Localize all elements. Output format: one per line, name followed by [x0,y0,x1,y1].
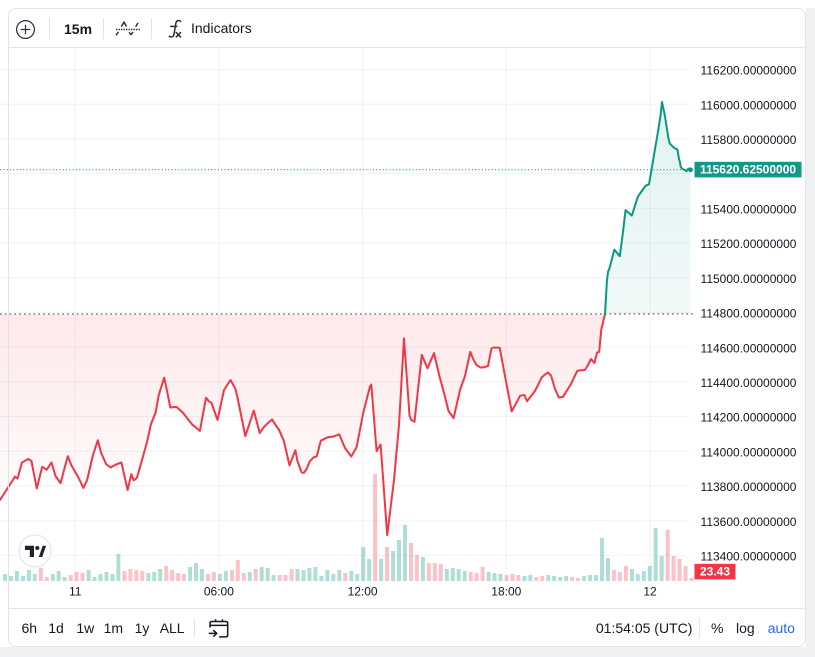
svg-text:12: 12 [643,585,657,599]
svg-text:115620.62500000: 115620.62500000 [700,163,796,177]
svg-text:12:00: 12:00 [348,585,378,599]
svg-text:114600.00000000: 114600.00000000 [701,341,797,355]
svg-text:114200.00000000: 114200.00000000 [701,411,797,425]
svg-text:113800.00000000: 113800.00000000 [701,480,797,494]
svg-text:115000.00000000: 115000.00000000 [701,272,797,286]
svg-text:113600.00000000: 113600.00000000 [701,515,797,529]
svg-text:116000.00000000: 116000.00000000 [701,98,797,112]
svg-text:114000.00000000: 114000.00000000 [701,445,797,459]
svg-text:114800.00000000: 114800.00000000 [701,307,797,321]
svg-text:113400.00000000: 113400.00000000 [701,550,797,564]
svg-text:115400.00000000: 115400.00000000 [701,202,797,216]
svg-text:115200.00000000: 115200.00000000 [701,237,797,251]
svg-text:114400.00000000: 114400.00000000 [701,376,797,390]
svg-text:11: 11 [69,585,82,599]
svg-text:115800.00000000: 115800.00000000 [701,133,797,147]
svg-text:06:00: 06:00 [204,585,234,599]
svg-text:23.43: 23.43 [700,564,730,578]
svg-text:18:00: 18:00 [491,585,521,599]
svg-text:116200.00000000: 116200.00000000 [701,64,797,78]
